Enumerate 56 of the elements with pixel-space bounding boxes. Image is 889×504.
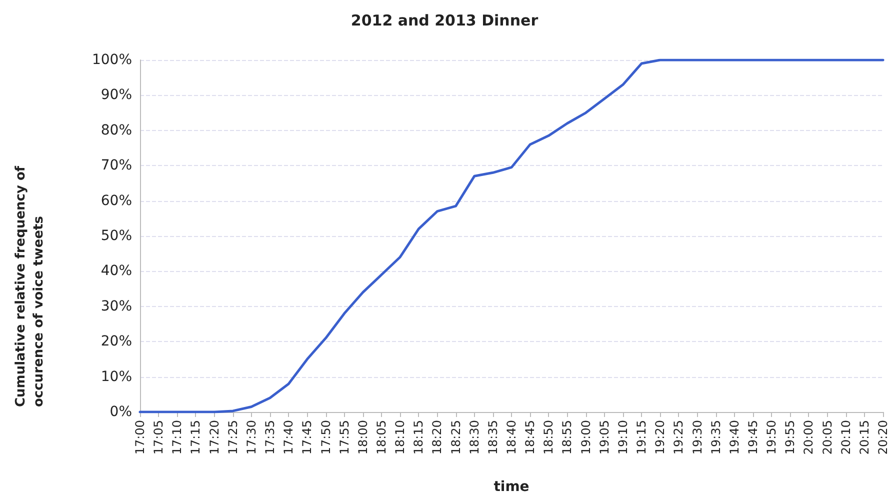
x-tick-label: 19:55 <box>783 420 798 455</box>
x-tick-label: 17:25 <box>226 420 240 455</box>
x-tick-label: 17:30 <box>244 420 258 455</box>
x-tick-label: 20:10 <box>838 420 853 455</box>
x-tick-label: 17:35 <box>263 420 278 455</box>
x-tick-label: 19:40 <box>727 420 742 455</box>
x-tick-label: 19:45 <box>746 420 760 455</box>
x-tick-label: 18:00 <box>356 420 370 455</box>
x-tick-label: 19:10 <box>616 420 630 455</box>
y-tick-label: 20% <box>100 334 132 350</box>
y-tick-label: 0% <box>110 404 132 420</box>
y-tick-label: 60% <box>100 192 132 209</box>
x-tick-label: 18:50 <box>542 420 556 455</box>
x-tick-label: 18:30 <box>467 420 482 455</box>
y-tick-label: 100% <box>92 52 132 68</box>
x-tick-label: 20:00 <box>802 420 816 455</box>
x-tick-label: 17:45 <box>300 420 314 455</box>
y-tick-label: 40% <box>100 263 132 280</box>
chart-title: 2012 and 2013 Dinner <box>350 12 539 30</box>
y-tick-label: 80% <box>100 122 132 138</box>
y-axis-title: Cumulative relative frequency of occurence of voice tweets <box>14 161 46 407</box>
x-tick-label: 19:35 <box>708 420 723 455</box>
x-tick-label: 17:10 <box>170 420 184 455</box>
y-tick-label: 10% <box>100 368 132 385</box>
x-tick-label: 17:40 <box>282 420 296 455</box>
y-tick-label: 70% <box>100 158 132 174</box>
x-tick-label: 20:20 <box>876 420 889 455</box>
x-tick-label: 18:35 <box>486 420 500 455</box>
x-tick-label: 18:05 <box>374 420 388 455</box>
x-tick-label: 18:25 <box>448 420 463 455</box>
x-tick-label: 20:05 <box>820 420 834 455</box>
y-tick-label: 50% <box>100 228 132 244</box>
x-tick-label: 18:40 <box>504 420 518 455</box>
x-tick-label: 18:45 <box>523 420 538 455</box>
x-tick-label: 19:20 <box>653 420 668 455</box>
x-tick-label: 18:55 <box>560 420 574 455</box>
y-tick-label: 90% <box>100 87 132 104</box>
x-tick-label: 19:05 <box>597 420 612 455</box>
x-tick-label: 19:25 <box>672 420 686 455</box>
x-tick-label: 18:15 <box>412 420 426 455</box>
y-tick-label: 30% <box>100 298 132 314</box>
x-axis-title: time <box>494 479 530 495</box>
line-series <box>138 58 884 414</box>
x-tick-label: 17:00 <box>133 420 147 455</box>
x-tick-label: 19:00 <box>578 420 593 455</box>
x-tick-label: 19:15 <box>634 420 649 455</box>
x-tick-label: 19:50 <box>764 420 779 455</box>
x-tick-label: 18:10 <box>393 420 408 455</box>
x-tick-label: 17:20 <box>207 420 222 455</box>
x-tick-label: 17:50 <box>318 420 333 455</box>
x-tick-label: 17:05 <box>152 420 166 455</box>
x-tick-label: 18:20 <box>430 420 444 455</box>
x-tick-label: 19:30 <box>690 420 704 455</box>
x-tick-label: 17:55 <box>337 420 352 455</box>
x-tick-label: 20:15 <box>857 420 872 455</box>
x-tick-label: 17:15 <box>188 420 203 455</box>
